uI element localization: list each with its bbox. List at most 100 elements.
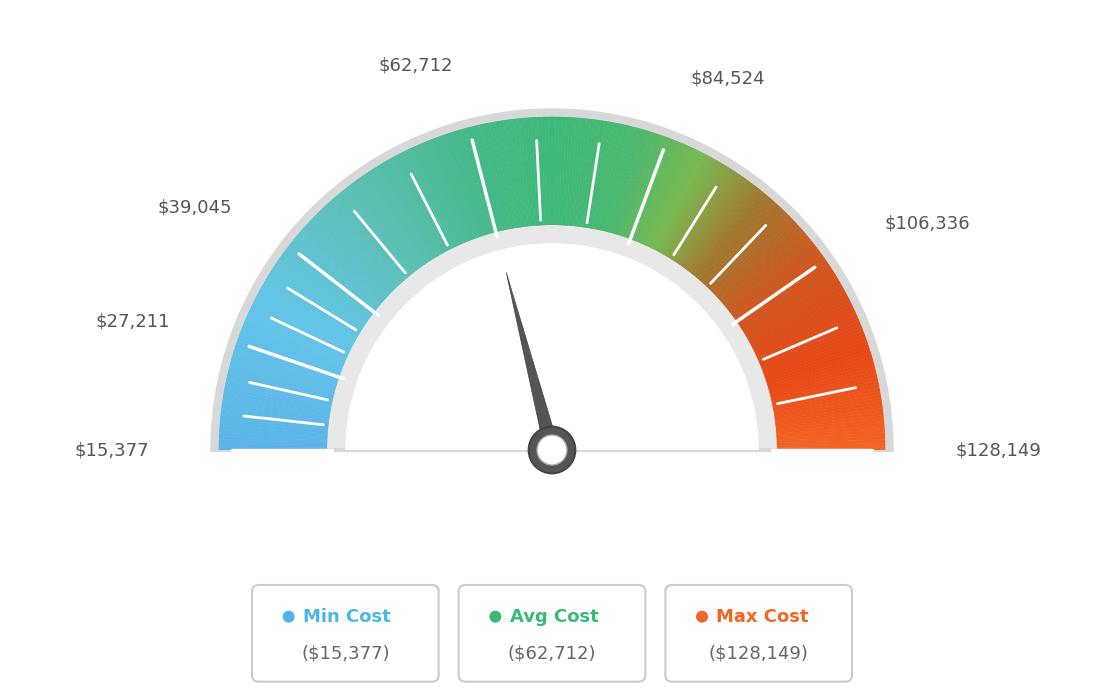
Wedge shape: [751, 293, 848, 346]
Wedge shape: [426, 140, 469, 242]
Wedge shape: [765, 344, 869, 380]
Wedge shape: [469, 126, 498, 232]
Wedge shape: [222, 402, 329, 420]
Wedge shape: [371, 168, 442, 277]
Wedge shape: [482, 124, 508, 230]
Wedge shape: [230, 364, 352, 399]
Wedge shape: [725, 268, 834, 339]
Wedge shape: [733, 251, 821, 318]
Wedge shape: [624, 134, 661, 237]
Wedge shape: [736, 299, 850, 358]
Wedge shape: [764, 340, 868, 378]
Wedge shape: [644, 146, 691, 246]
Wedge shape: [482, 124, 511, 248]
Wedge shape: [572, 118, 587, 244]
Wedge shape: [698, 215, 790, 306]
Wedge shape: [311, 217, 404, 307]
Wedge shape: [714, 219, 795, 296]
Wedge shape: [433, 137, 474, 240]
Wedge shape: [224, 384, 349, 411]
Wedge shape: [598, 124, 625, 230]
Wedge shape: [359, 176, 434, 282]
Wedge shape: [290, 240, 392, 322]
Wedge shape: [662, 159, 719, 255]
Wedge shape: [302, 227, 399, 313]
Wedge shape: [346, 244, 758, 450]
Wedge shape: [554, 117, 559, 225]
Wedge shape: [327, 202, 414, 298]
Wedge shape: [649, 156, 712, 269]
Wedge shape: [638, 147, 694, 263]
Wedge shape: [618, 134, 661, 255]
Wedge shape: [758, 429, 885, 439]
Wedge shape: [380, 163, 437, 257]
Wedge shape: [772, 377, 878, 403]
Wedge shape: [443, 134, 480, 237]
Wedge shape: [389, 158, 444, 254]
Wedge shape: [754, 305, 853, 354]
Wedge shape: [500, 120, 522, 246]
Wedge shape: [614, 132, 655, 253]
Wedge shape: [287, 246, 389, 325]
Wedge shape: [596, 124, 622, 230]
Wedge shape: [235, 344, 339, 380]
FancyBboxPatch shape: [458, 585, 646, 682]
Wedge shape: [743, 324, 862, 374]
Wedge shape: [713, 217, 793, 294]
Wedge shape: [774, 391, 881, 413]
Wedge shape: [753, 299, 850, 350]
Wedge shape: [556, 117, 562, 225]
Wedge shape: [684, 180, 751, 269]
Wedge shape: [564, 117, 573, 226]
Wedge shape: [219, 436, 327, 443]
Wedge shape: [745, 334, 866, 380]
Wedge shape: [756, 395, 881, 417]
Wedge shape: [633, 139, 675, 241]
Wedge shape: [364, 172, 427, 264]
Wedge shape: [635, 140, 678, 242]
Wedge shape: [747, 340, 868, 384]
Wedge shape: [626, 139, 675, 258]
Wedge shape: [605, 128, 641, 251]
Wedge shape: [234, 347, 338, 383]
Wedge shape: [601, 125, 628, 231]
Wedge shape: [397, 153, 449, 250]
Wedge shape: [716, 248, 819, 327]
Wedge shape: [265, 277, 360, 335]
Wedge shape: [503, 120, 521, 228]
Wedge shape: [293, 237, 379, 308]
Wedge shape: [704, 224, 799, 312]
Wedge shape: [597, 125, 628, 249]
Wedge shape: [373, 167, 434, 260]
Wedge shape: [382, 161, 439, 256]
Wedge shape: [726, 271, 836, 341]
Wedge shape: [542, 117, 548, 225]
Wedge shape: [722, 233, 807, 305]
Circle shape: [489, 611, 501, 622]
Wedge shape: [371, 168, 432, 262]
Wedge shape: [273, 266, 364, 328]
Text: $62,712: $62,712: [379, 57, 453, 75]
Wedge shape: [622, 133, 658, 237]
Wedge shape: [648, 148, 697, 248]
Wedge shape: [593, 124, 622, 248]
Wedge shape: [656, 161, 722, 272]
Wedge shape: [588, 122, 615, 247]
Wedge shape: [590, 121, 611, 228]
Wedge shape: [749, 286, 845, 342]
Text: $106,336: $106,336: [884, 215, 970, 233]
Wedge shape: [771, 374, 878, 401]
Wedge shape: [276, 259, 382, 334]
Wedge shape: [344, 186, 414, 274]
Wedge shape: [231, 357, 353, 395]
Wedge shape: [736, 259, 828, 324]
Wedge shape: [711, 215, 790, 293]
Wedge shape: [466, 127, 500, 250]
Wedge shape: [762, 331, 864, 372]
Wedge shape: [607, 129, 645, 252]
Wedge shape: [258, 289, 371, 353]
Wedge shape: [776, 422, 884, 433]
Wedge shape: [692, 189, 762, 275]
Wedge shape: [247, 311, 348, 359]
Wedge shape: [299, 230, 383, 303]
